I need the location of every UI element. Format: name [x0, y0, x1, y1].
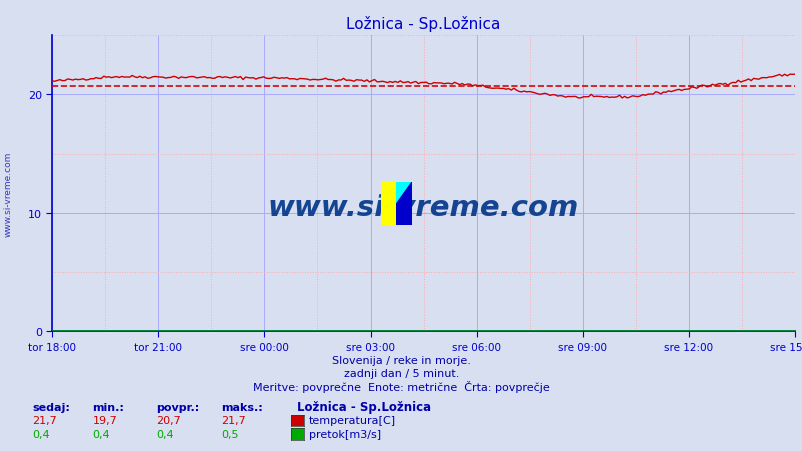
Text: Slovenija / reke in morje.: Slovenija / reke in morje. — [332, 355, 470, 365]
Text: 19,7: 19,7 — [92, 415, 117, 425]
Text: Meritve: povprečne  Enote: metrične  Črta: povprečje: Meritve: povprečne Enote: metrične Črta:… — [253, 380, 549, 392]
Polygon shape — [396, 183, 411, 204]
Polygon shape — [396, 183, 411, 226]
Polygon shape — [381, 183, 396, 226]
Text: sedaj:: sedaj: — [32, 402, 70, 412]
Text: pretok[m3/s]: pretok[m3/s] — [309, 428, 381, 438]
Text: povpr.:: povpr.: — [156, 402, 200, 412]
Text: 0,4: 0,4 — [92, 428, 110, 438]
Text: 20,7: 20,7 — [156, 415, 181, 425]
Text: 0,4: 0,4 — [156, 428, 174, 438]
Text: Ložnica - Sp.Ložnica: Ložnica - Sp.Ložnica — [297, 400, 431, 414]
Text: maks.:: maks.: — [221, 402, 262, 412]
Text: 0,4: 0,4 — [32, 428, 50, 438]
Text: zadnji dan / 5 minut.: zadnji dan / 5 minut. — [343, 368, 459, 378]
Text: 21,7: 21,7 — [221, 415, 245, 425]
Text: min.:: min.: — [92, 402, 124, 412]
Text: www.si-vreme.com: www.si-vreme.com — [268, 193, 578, 221]
Text: 21,7: 21,7 — [32, 415, 57, 425]
Text: www.si-vreme.com: www.si-vreme.com — [4, 152, 13, 236]
Title: Ložnica - Sp.Ložnica: Ložnica - Sp.Ložnica — [346, 16, 500, 32]
Text: temperatura[C]: temperatura[C] — [309, 415, 395, 425]
Text: 0,5: 0,5 — [221, 428, 238, 438]
